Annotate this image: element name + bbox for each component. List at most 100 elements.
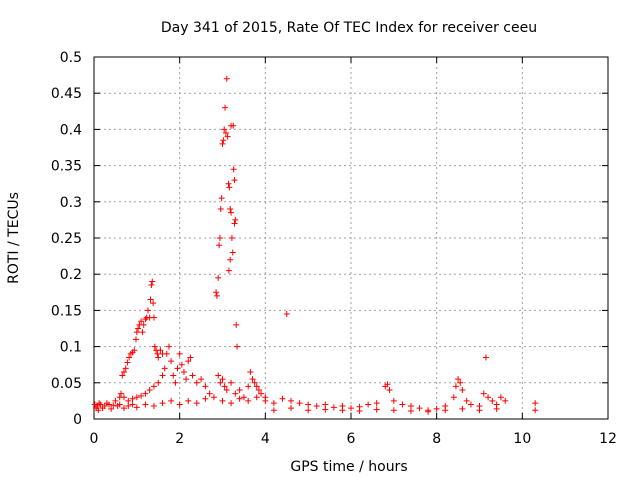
data-point bbox=[157, 347, 164, 354]
data-point bbox=[117, 390, 124, 397]
data-point bbox=[218, 195, 225, 202]
axis-ticks bbox=[93, 56, 609, 420]
data-point bbox=[220, 137, 227, 144]
data-point bbox=[497, 394, 504, 401]
data-point bbox=[459, 387, 466, 394]
data-point bbox=[120, 368, 127, 375]
data-point bbox=[233, 321, 240, 328]
data-point bbox=[455, 376, 462, 383]
data-point bbox=[489, 397, 496, 404]
data-point bbox=[219, 376, 226, 383]
y-tick-label: 0.5 bbox=[60, 50, 82, 66]
data-point bbox=[457, 379, 464, 386]
data-point bbox=[174, 365, 181, 372]
data-point bbox=[124, 359, 131, 366]
data-point bbox=[144, 307, 151, 314]
data-point bbox=[210, 394, 217, 401]
data-point bbox=[384, 381, 391, 388]
data-point bbox=[390, 407, 397, 414]
data-point bbox=[399, 401, 406, 408]
y-tick-label: 0.35 bbox=[51, 159, 82, 175]
data-point bbox=[189, 372, 196, 379]
data-point bbox=[223, 75, 230, 82]
data-point bbox=[172, 379, 179, 386]
data-point bbox=[150, 300, 157, 307]
data-point bbox=[356, 408, 363, 415]
data-point bbox=[288, 397, 295, 404]
data-point bbox=[442, 407, 449, 414]
data-point bbox=[185, 397, 192, 404]
data-point bbox=[202, 395, 209, 402]
data-point bbox=[159, 400, 166, 407]
data-point bbox=[532, 400, 539, 407]
data-point bbox=[230, 122, 237, 129]
data-point bbox=[150, 383, 157, 390]
data-point bbox=[245, 383, 252, 390]
data-point bbox=[493, 405, 500, 412]
data-point bbox=[215, 372, 222, 379]
data-point bbox=[476, 407, 483, 414]
y-tick-label: 0 bbox=[73, 412, 82, 428]
data-point bbox=[147, 296, 154, 303]
data-point bbox=[151, 343, 158, 350]
y-axis-label: ROTI / TECUs bbox=[6, 192, 22, 284]
data-point bbox=[206, 390, 213, 397]
data-point bbox=[247, 368, 254, 375]
data-point bbox=[135, 325, 142, 332]
data-point bbox=[133, 329, 140, 336]
data-point bbox=[227, 206, 234, 213]
data-point bbox=[258, 390, 265, 397]
data-point bbox=[226, 184, 233, 191]
data-point bbox=[348, 405, 354, 412]
data-point bbox=[532, 407, 539, 414]
y-tick-label: 0.05 bbox=[51, 376, 82, 392]
data-point bbox=[231, 177, 238, 184]
data-point bbox=[170, 372, 177, 379]
data-point bbox=[386, 387, 393, 394]
data-point bbox=[138, 318, 145, 325]
data-point bbox=[232, 390, 239, 397]
data-point bbox=[125, 402, 132, 409]
y-tick-label: 0.15 bbox=[51, 303, 82, 319]
data-point bbox=[216, 235, 223, 241]
data-point bbox=[154, 350, 161, 357]
data-point bbox=[146, 387, 153, 394]
data-point bbox=[249, 376, 256, 383]
data-point bbox=[219, 140, 226, 147]
data-point bbox=[228, 400, 235, 407]
data-point bbox=[161, 365, 168, 372]
data-point bbox=[365, 401, 372, 408]
data-point bbox=[279, 395, 286, 402]
data-point bbox=[313, 402, 320, 409]
data-point bbox=[270, 400, 277, 407]
data-point bbox=[305, 401, 312, 408]
data-point bbox=[225, 267, 232, 274]
data-point bbox=[482, 354, 489, 361]
data-point bbox=[221, 126, 228, 133]
data-point bbox=[433, 405, 440, 412]
data-point bbox=[213, 289, 220, 296]
data-point bbox=[485, 394, 492, 401]
data-point bbox=[305, 407, 312, 414]
data-point bbox=[253, 394, 260, 401]
data-point bbox=[407, 402, 414, 409]
data-point bbox=[480, 390, 487, 397]
data-point bbox=[222, 130, 229, 137]
data-point bbox=[120, 394, 127, 401]
data-point bbox=[213, 292, 220, 299]
data-point bbox=[270, 407, 277, 414]
data-point bbox=[193, 379, 200, 386]
x-tick-label: 10 bbox=[513, 431, 531, 447]
data-point bbox=[187, 354, 194, 361]
data-point bbox=[255, 387, 262, 394]
data-point bbox=[223, 387, 230, 394]
data-point bbox=[339, 407, 346, 414]
data-point bbox=[116, 401, 123, 408]
data-point bbox=[216, 242, 223, 249]
data-point bbox=[231, 220, 238, 227]
data-point bbox=[150, 402, 157, 409]
data-point bbox=[390, 397, 397, 404]
data-point bbox=[148, 282, 155, 289]
axis-tick-labels: 0 2 4 6 8 10 12 0 0.05 0.1 0.15 0.2 0.25 0.3 0.35 0.4 0.… bbox=[51, 50, 617, 447]
